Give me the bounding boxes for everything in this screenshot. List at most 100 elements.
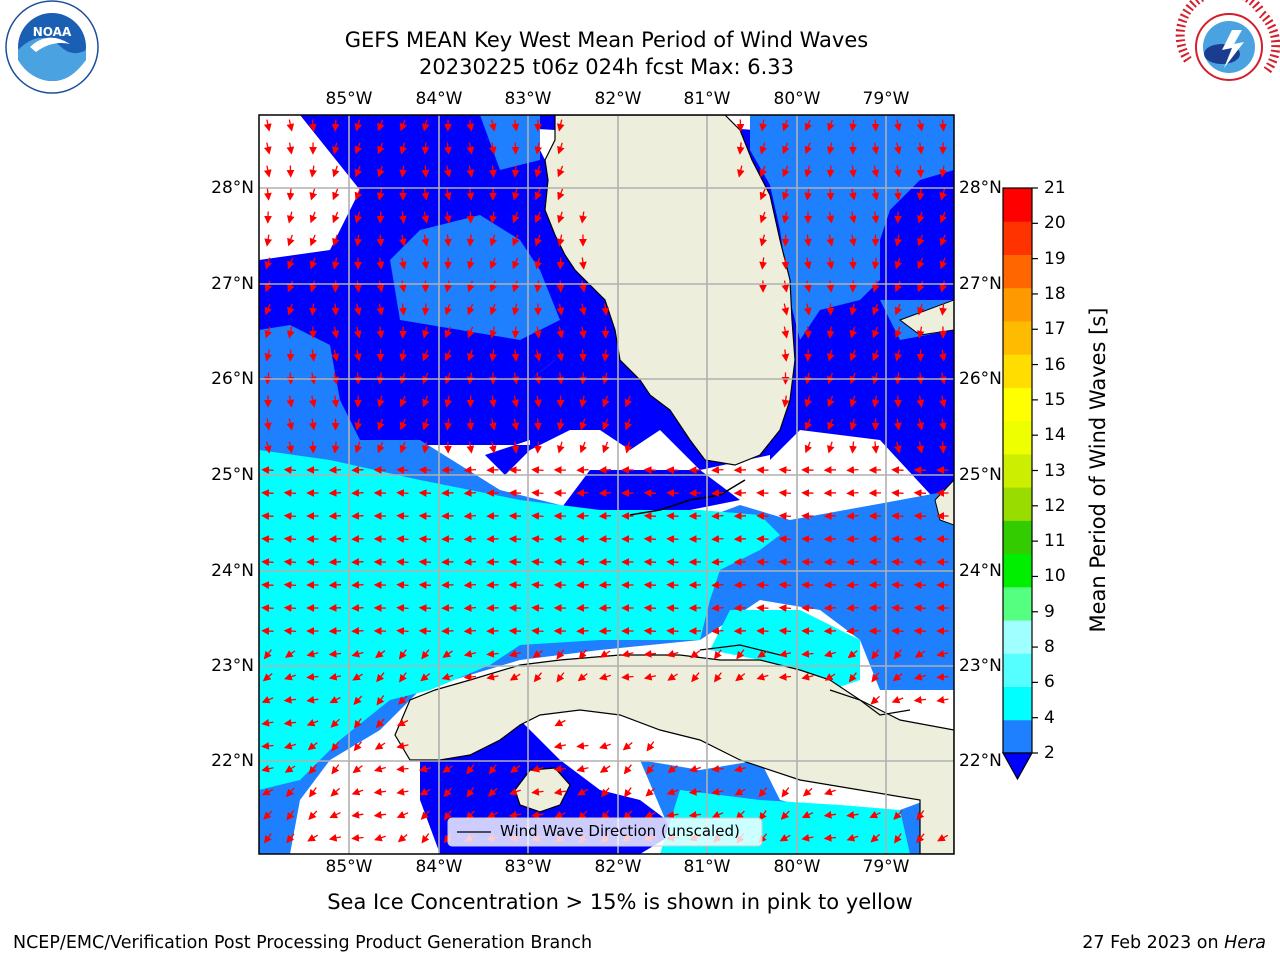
wind-wave-arrow: [354, 395, 362, 408]
wind-wave-arrow: [444, 810, 452, 821]
lat-label: 22°N: [211, 751, 254, 771]
wind-wave-arrow: [308, 764, 317, 775]
wind-wave-arrow: [804, 119, 812, 132]
wind-wave-arrow: [286, 349, 295, 362]
wind-wave-arrow: [557, 188, 565, 201]
wind-wave-arrow: [261, 535, 274, 543]
wind-wave-arrow: [871, 188, 880, 201]
wind-wave-arrow: [287, 303, 295, 316]
wind-wave-arrow: [711, 604, 724, 612]
wind-wave-arrow: [331, 441, 340, 454]
wind-wave-arrow: [913, 581, 927, 589]
wind-wave-arrow: [396, 604, 409, 612]
wind-wave-arrow: [849, 349, 857, 362]
wind-wave-arrow: [351, 489, 364, 497]
wind-wave-arrow: [598, 604, 612, 612]
wind-wave-arrow: [691, 672, 700, 683]
wind-wave-arrow: [261, 788, 274, 796]
graticule: [259, 115, 954, 854]
wind-wave-arrow: [487, 787, 498, 797]
wind-wave-arrow: [531, 764, 544, 773]
wind-wave-arrow: [377, 418, 385, 431]
wind-wave-arrow: [801, 650, 814, 658]
wind-wave-arrow: [556, 280, 565, 293]
wind-wave-arrow: [916, 418, 925, 431]
wind-wave-arrow: [396, 512, 409, 520]
wind-wave-arrow: [759, 142, 768, 155]
wind-wave-arrow: [598, 512, 612, 520]
wind-wave-arrow: [285, 787, 295, 798]
colorbar-tick-label: 18: [1044, 283, 1066, 304]
wind-wave-arrow: [849, 395, 858, 408]
wind-wave-arrow: [646, 741, 655, 752]
wind-wave-arrow: [599, 741, 611, 750]
wind-wave-arrow: [939, 119, 947, 132]
wind-wave-arrow: [893, 810, 903, 820]
wind-wave-arrow: [466, 119, 475, 132]
wind-wave-arrow: [781, 326, 790, 339]
wind-wave-arrow: [331, 349, 340, 362]
wind-wave-arrow: [871, 211, 880, 224]
lat-label: 23°N: [211, 656, 254, 676]
wind-wave-arrow: [331, 395, 340, 408]
wind-wave-arrow: [376, 672, 385, 683]
wind-wave-arrow: [576, 535, 589, 543]
wind-wave-arrow: [871, 119, 880, 132]
wind-wave-arrow: [533, 326, 542, 339]
wind-wave-arrow: [264, 326, 272, 339]
wind-wave-arrow: [418, 604, 432, 612]
wind-wave-arrow: [894, 833, 902, 844]
wind-wave-arrow: [377, 119, 385, 132]
wind-wave-arrow: [579, 441, 587, 454]
wind-wave-arrow: [533, 395, 542, 408]
wind-wave-arrow: [666, 489, 679, 497]
lat-label: 24°N: [211, 561, 254, 581]
wind-wave-arrow: [778, 558, 792, 566]
wind-wave-arrow: [444, 395, 453, 408]
wind-wave-arrow: [306, 695, 319, 704]
wind-wave-arrow: [917, 303, 925, 316]
wind-wave-arrow: [283, 466, 297, 474]
wind-wave-arrow: [261, 718, 274, 727]
wind-wave-arrow: [261, 489, 274, 497]
wind-wave-arrow: [421, 234, 430, 247]
wind-wave-arrow: [576, 764, 589, 773]
colorbar-tick-label: 12: [1044, 495, 1066, 516]
wind-wave-arrow: [331, 326, 340, 339]
wind-wave-arrow: [463, 581, 477, 589]
wind-wave-arrow: [351, 627, 364, 635]
wind-wave-arrow: [804, 326, 812, 339]
wind-wave-arrow: [913, 672, 926, 681]
wind-wave-arrow: [849, 165, 857, 178]
wind-wave-arrow: [533, 349, 542, 362]
wind-wave-arrow: [643, 535, 657, 543]
wind-wave-arrow: [579, 257, 587, 270]
legend-label: Wind Wave Direction (unscaled): [500, 822, 740, 840]
wind-wave-arrow: [373, 764, 386, 773]
wind-wave-arrow: [328, 604, 342, 612]
wind-wave-arrow: [756, 672, 769, 681]
wind-wave-arrow: [871, 142, 880, 155]
wind-wave-arrow: [891, 512, 904, 520]
wind-wave-arrow: [488, 418, 497, 431]
wind-wave-arrow: [759, 257, 767, 270]
lat-label: 27°N: [959, 274, 1002, 294]
wind-wave-arrow: [827, 418, 835, 431]
wind-wave-arrow: [353, 695, 363, 705]
wind-wave-arrow: [781, 349, 790, 362]
wind-wave-arrow: [264, 257, 273, 270]
wind-wave-arrow: [331, 303, 340, 316]
footer-date-text: 27 Feb 2023 on: [1082, 933, 1225, 953]
wind-wave-arrow: [846, 581, 859, 589]
wind-wave-arrow: [643, 650, 657, 658]
wind-wave-arrow: [354, 234, 363, 247]
wind-wave-arrow: [914, 650, 926, 658]
wind-wave-arrow: [309, 165, 318, 178]
wind-wave-arrow: [598, 535, 612, 543]
wind-wave-arrow: [396, 558, 409, 566]
wind-wave-arrow: [598, 581, 612, 589]
wind-wave-arrow: [804, 372, 813, 385]
wind-wave-arrow: [328, 535, 342, 543]
wind-wave-arrow: [396, 719, 409, 727]
wind-wave-arrow: [422, 372, 430, 385]
